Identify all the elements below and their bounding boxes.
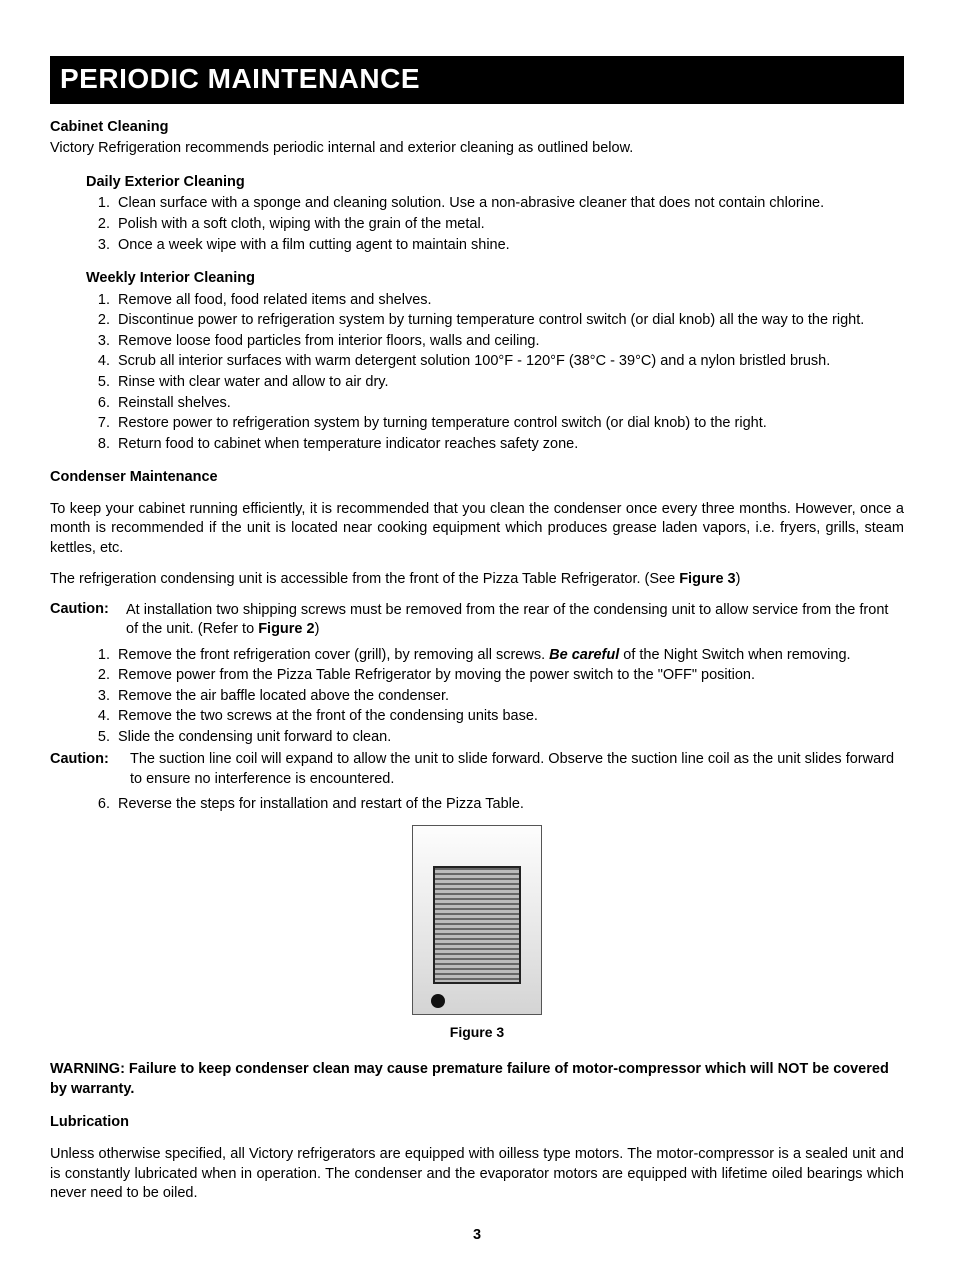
list-item: Remove the two screws at the front of th… [114, 707, 904, 727]
list-item: Scrub all interior surfaces with warm de… [114, 352, 904, 372]
list-item: Discontinue power to refrigeration syste… [114, 311, 904, 331]
text-run: ) [736, 571, 741, 587]
page-title-bar: PERIODIC MAINTENANCE [50, 56, 904, 104]
text-run: At installation two shipping screws must… [126, 602, 888, 638]
lubrication-head: Lubrication [50, 1113, 904, 1133]
list-item: Polish with a soft cloth, wiping with th… [114, 215, 904, 235]
list-item: Remove power from the Pizza Table Refrig… [114, 666, 904, 686]
figure-3-image [412, 825, 542, 1015]
warning-text: WARNING: Failure to keep condenser clean… [50, 1060, 904, 1099]
weekly-interior-head: Weekly Interior Cleaning [86, 269, 904, 289]
text-run: The refrigeration condensing unit is acc… [50, 571, 679, 587]
caution-1: Caution: At installation two shipping sc… [50, 600, 904, 640]
caution-label: Caution: [50, 601, 109, 617]
list-item: Return food to cabinet when temperature … [114, 435, 904, 455]
cabinet-cleaning-head: Cabinet Cleaning [50, 118, 904, 138]
figure3-ref: Figure 3 [679, 571, 735, 587]
condenser-para-1: To keep your cabinet running efficiently… [50, 500, 904, 559]
list-item: Slide the condensing unit forward to cle… [114, 728, 904, 748]
list-item: Clean surface with a sponge and cleaning… [114, 194, 904, 214]
list-item: Reinstall shelves. [114, 394, 904, 414]
lubrication-para: Unless otherwise specified, all Victory … [50, 1145, 904, 1204]
list-item: Remove the front refrigeration cover (gr… [114, 646, 904, 666]
caution-body: At installation two shipping screws must… [126, 601, 904, 640]
list-item: Remove the air baffle located above the … [114, 687, 904, 707]
text-run: ) [315, 621, 320, 637]
list-item: Reverse the steps for installation and r… [114, 795, 904, 815]
figure-3-caption: Figure 3 [50, 1023, 904, 1042]
text-run: of the Night Switch when removing. [619, 647, 850, 663]
condenser-steps-list-cont: Reverse the steps for installation and r… [86, 795, 904, 815]
list-item: Remove loose food particles from interio… [114, 332, 904, 352]
list-item: Restore power to refrigeration system by… [114, 414, 904, 434]
figure2-ref: Figure 2 [258, 621, 314, 637]
text-run: Remove the front refrigeration cover (gr… [118, 647, 549, 663]
figure-3-wrap: Figure 3 [50, 825, 904, 1042]
daily-exterior-head: Daily Exterior Cleaning [86, 173, 904, 193]
list-item: Once a week wipe with a film cutting age… [114, 236, 904, 256]
condenser-maintenance-head: Condenser Maintenance [50, 468, 904, 488]
cabinet-cleaning-intro: Victory Refrigeration recommends periodi… [50, 139, 904, 159]
caution-label: Caution: [50, 751, 109, 767]
be-careful-emph: Be careful [549, 647, 619, 663]
caution-2: Caution: The suction line coil will expa… [50, 750, 904, 790]
caution-body: The suction line coil will expand to all… [130, 750, 904, 789]
condenser-steps-list: Remove the front refrigeration cover (gr… [86, 646, 904, 748]
weekly-interior-list: Remove all food, food related items and … [86, 291, 904, 455]
daily-exterior-list: Clean surface with a sponge and cleaning… [86, 194, 904, 255]
list-item: Rinse with clear water and allow to air … [114, 373, 904, 393]
list-item: Remove all food, food related items and … [114, 291, 904, 311]
page-number: 3 [50, 1226, 904, 1246]
condenser-para-2: The refrigeration condensing unit is acc… [50, 570, 904, 590]
